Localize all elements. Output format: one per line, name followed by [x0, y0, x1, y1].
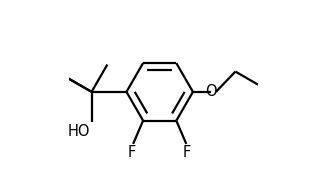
- Text: F: F: [128, 145, 136, 160]
- Text: HO: HO: [68, 124, 91, 139]
- Text: O: O: [205, 84, 217, 99]
- Text: F: F: [183, 145, 191, 160]
